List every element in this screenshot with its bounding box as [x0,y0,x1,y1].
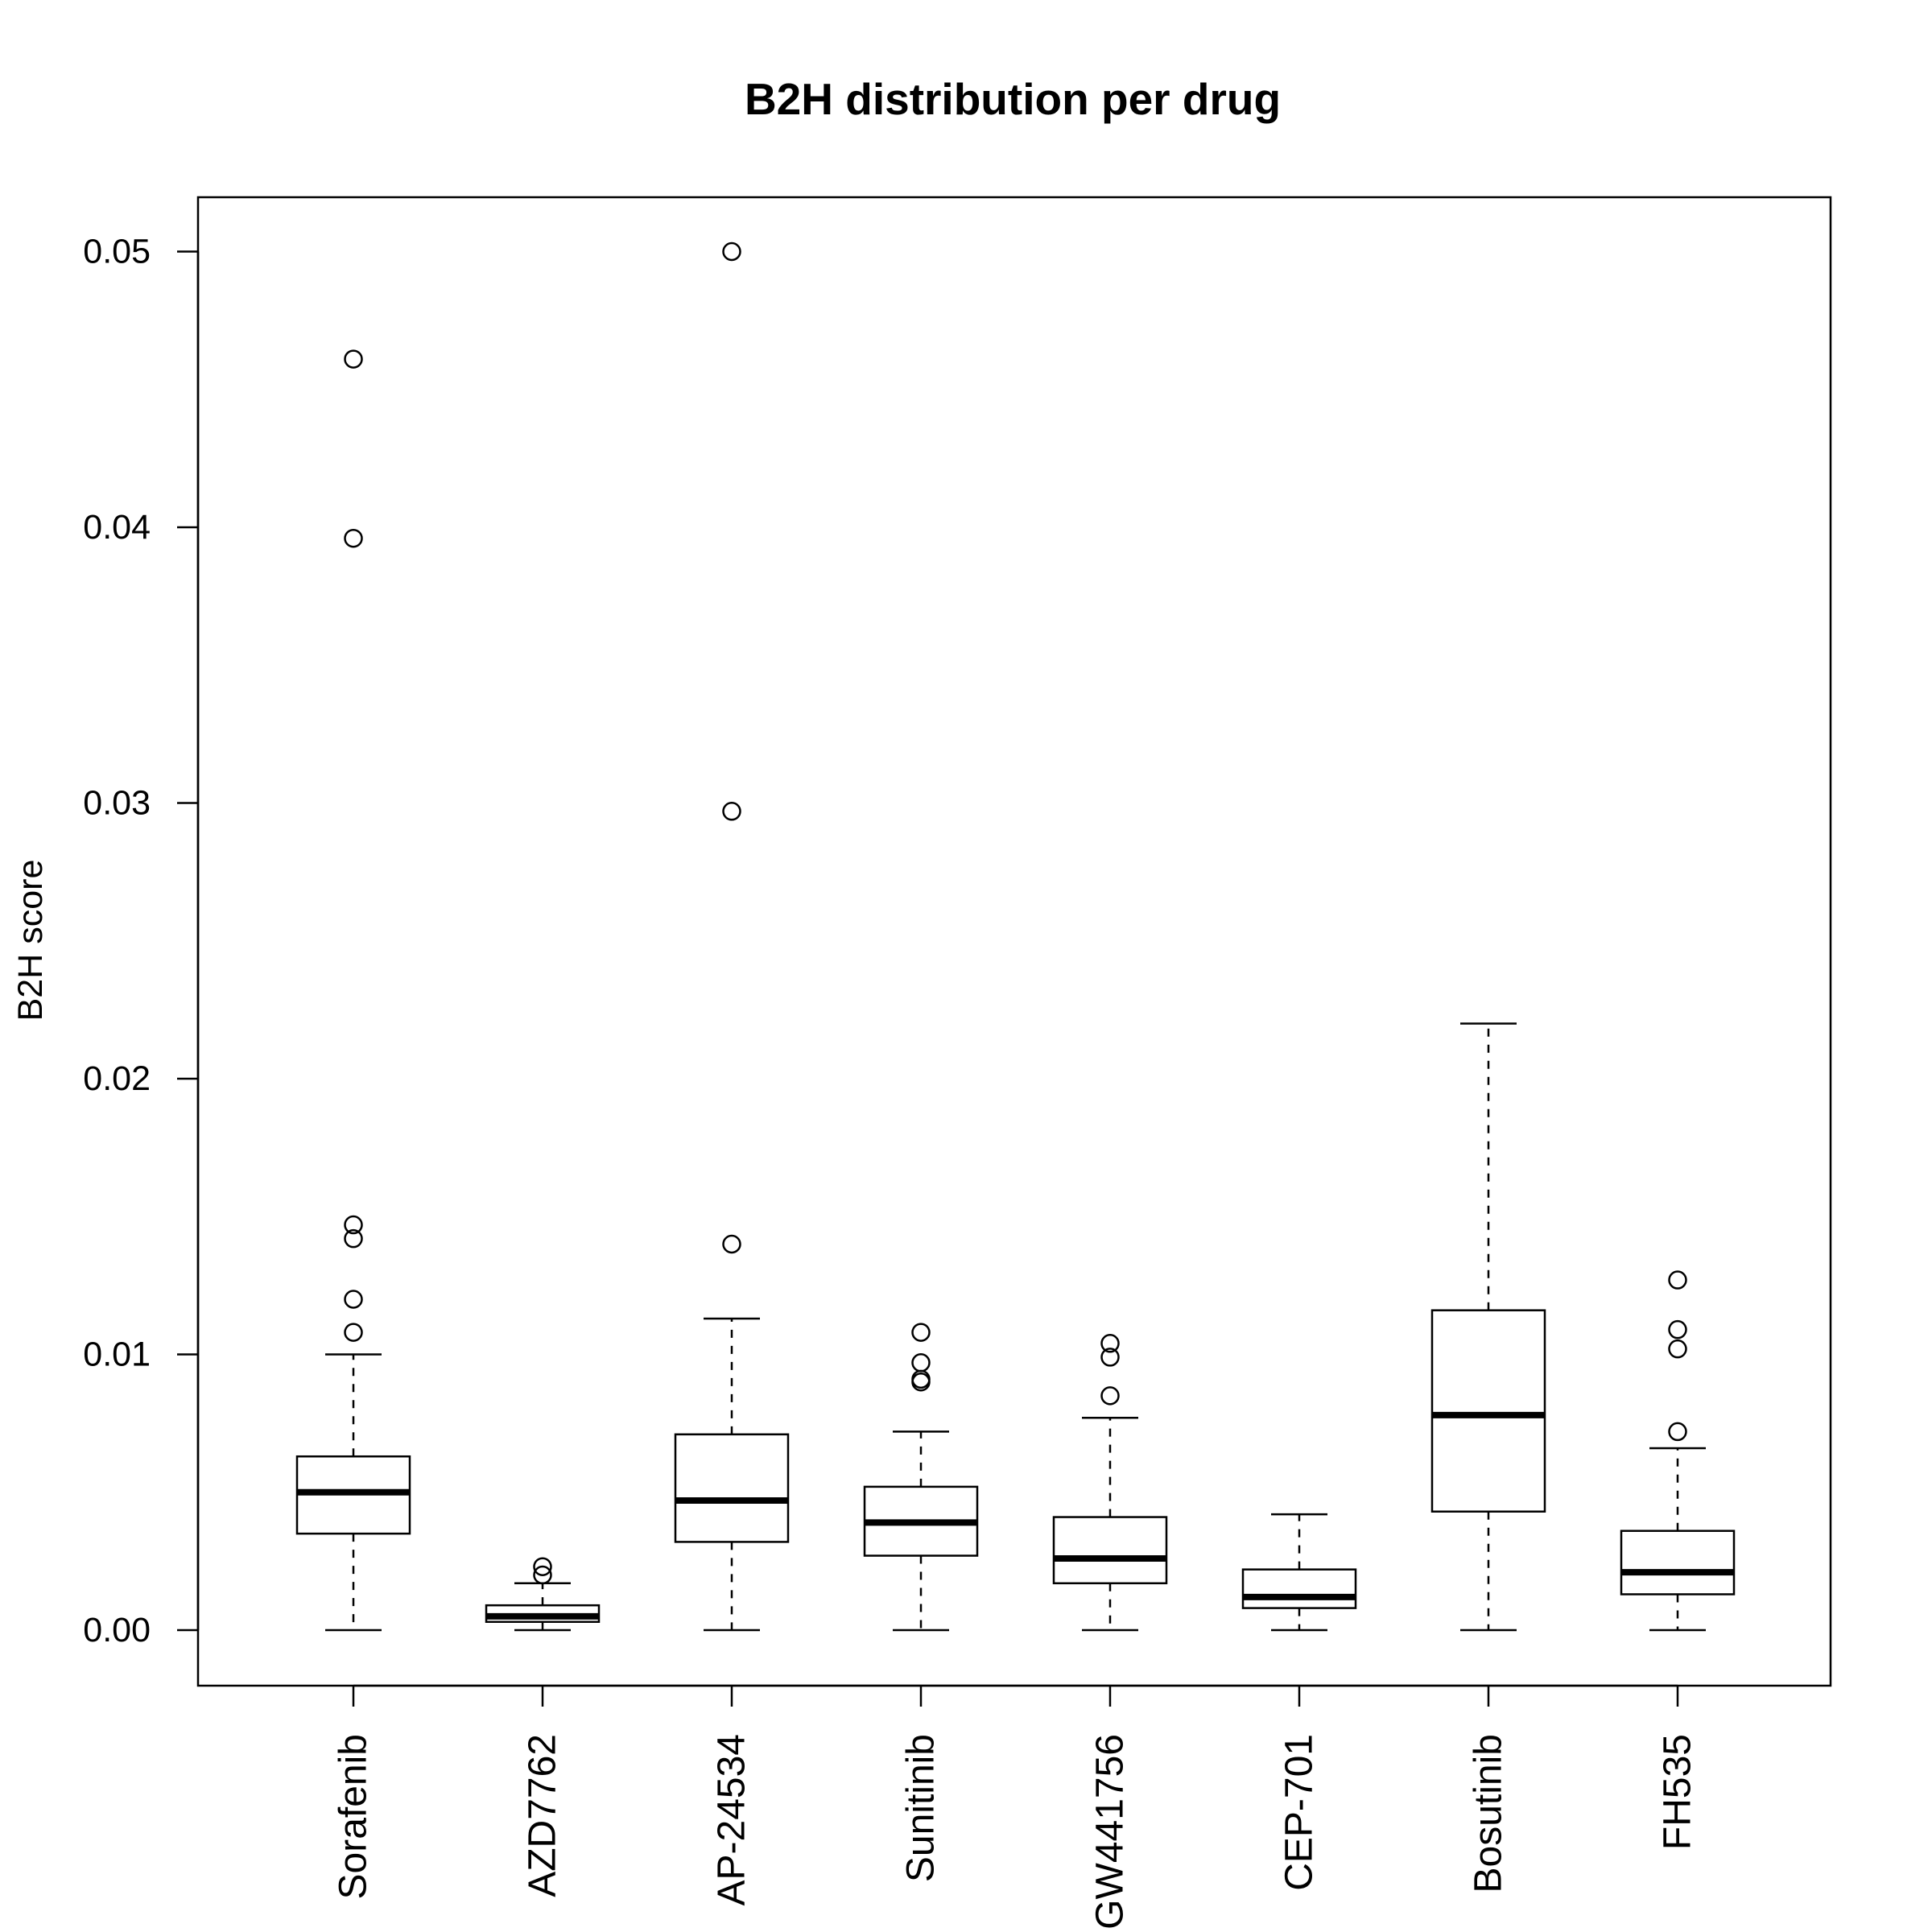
outlier-point [1100,1386,1120,1406]
outlier-point [1668,1270,1687,1290]
x-tick-label: Sunitinib [900,1734,943,1882]
y-tick-label: 0.00 [83,1611,151,1649]
x-tick-label: Bosutinib [1468,1734,1510,1893]
box-azd7762 [485,1557,601,1632]
iqr-box [1241,1568,1357,1609]
outlier-point [344,1323,363,1342]
outlier-point [1668,1422,1687,1442]
y-tick-label: 0.05 [83,233,151,271]
boxes-layer [295,242,1736,1632]
y-tick-label: 0.02 [83,1059,151,1098]
x-tick-label: FH535 [1657,1734,1699,1850]
outlier-point [344,1290,363,1309]
outlier-point [344,1215,363,1235]
box-bosutinib [1430,1022,1546,1632]
iqr-box [1620,1530,1736,1596]
y-tick-label: 0.04 [83,508,151,547]
y-axis: 0.00 0.01 0.02 0.03 0.04 0.05 [83,233,200,1649]
box-fh535 [1620,1270,1736,1632]
outlier-point [722,1234,741,1254]
plot-frame [196,196,1832,1687]
outlier-point [1668,1339,1687,1359]
y-tick-label: 0.01 [83,1335,151,1374]
outlier-point [911,1323,931,1342]
outlier-point [911,1353,931,1373]
iqr-box [674,1433,790,1543]
x-tick-label: AP-24534 [711,1734,753,1906]
outlier-point [722,242,741,262]
box-cep-701 [1241,1513,1357,1632]
outlier-point [344,349,363,369]
chart-title: B2H distribution per drug [745,74,1281,124]
outlier-point [1100,1348,1120,1367]
outlier-point [533,1557,552,1576]
iqr-box [1052,1516,1168,1585]
outlier-point [344,1228,363,1249]
box-sunitinib [863,1323,979,1632]
x-tick-label: Sorafenib [332,1734,375,1899]
box-sorafenib [295,349,411,1632]
y-tick-label: 0.03 [83,784,151,823]
box-gw441756 [1052,1334,1168,1632]
x-tick-label: GW441756 [1089,1734,1132,1930]
box-ap-24534 [674,242,790,1632]
iqr-box [1430,1309,1546,1513]
outlier-point [344,528,363,548]
outlier-point [722,802,741,821]
x-tick-label: CEP-701 [1278,1734,1321,1891]
outlier-point [1668,1319,1687,1340]
outlier-point [1100,1334,1120,1353]
x-axis: Sorafenib AZD7762 AP-24534 Sunitinib GW44175… [332,1684,1699,1930]
x-tick-label: AZD7762 [522,1734,564,1897]
outlier-point [533,1565,552,1585]
y-axis-label: B2H score [11,860,50,1022]
